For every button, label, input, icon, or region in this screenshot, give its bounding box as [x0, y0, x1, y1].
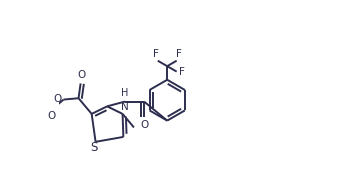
Text: S: S [90, 141, 98, 154]
Text: H: H [121, 88, 129, 98]
Text: O: O [47, 111, 56, 121]
Text: F: F [179, 67, 185, 77]
Text: F: F [176, 49, 182, 59]
Text: O: O [53, 94, 62, 104]
Text: N: N [121, 102, 129, 112]
Text: O: O [77, 70, 86, 80]
Text: O: O [140, 120, 149, 130]
Text: F: F [154, 49, 159, 59]
